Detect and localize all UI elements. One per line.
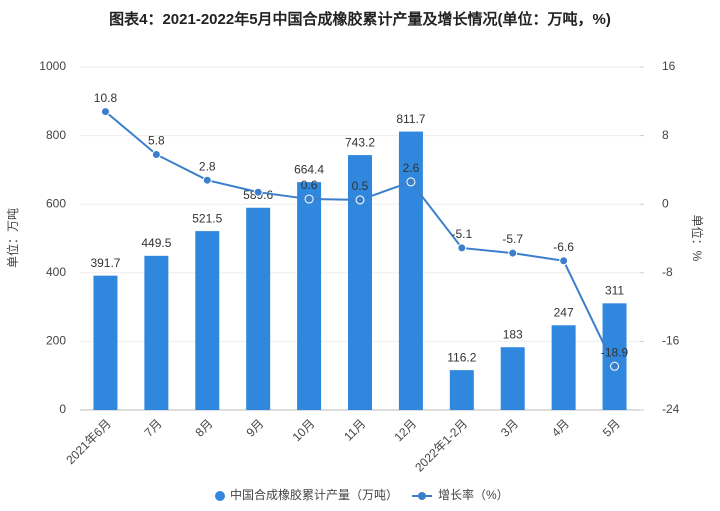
x-tick-label: 8月	[193, 416, 216, 439]
bar	[348, 155, 372, 410]
bar	[602, 303, 627, 410]
line-point	[151, 149, 161, 159]
y-tick-label: 400	[46, 265, 66, 279]
bar-value-label: 664.4	[294, 162, 324, 176]
line-value-label: 2.6	[403, 161, 420, 175]
line-point	[559, 256, 569, 266]
x-tick-label: 12月	[391, 416, 419, 444]
legend-marker	[215, 491, 225, 501]
line-point	[406, 177, 416, 187]
line-value-label: -18.9	[601, 345, 629, 359]
bar	[144, 255, 169, 410]
line-point	[202, 175, 212, 185]
line-value-label: -5.7	[502, 232, 523, 246]
bar-value-label: 183	[503, 327, 523, 341]
legend-marker	[418, 492, 426, 500]
bar	[449, 370, 474, 410]
y-tick-label: 1000	[39, 59, 66, 73]
line-value-label: 5.8	[148, 134, 165, 148]
x-tick-label: 2021年6月	[63, 416, 113, 466]
x-tick-label: 7月	[142, 416, 165, 439]
y2-tick-label: -24	[662, 402, 680, 416]
line-point	[304, 194, 314, 204]
y-tick-label: 0	[59, 402, 66, 416]
bar-value-label: 449.5	[141, 236, 171, 250]
line-value-label: 0.5	[352, 179, 369, 193]
chart-title: 图表4：2021-2022年5月中国合成橡胶累计产量及增长情况(单位：万吨，%)	[109, 10, 611, 28]
y-tick-label: 600	[46, 196, 66, 210]
x-tick-label: 10月	[290, 416, 318, 444]
y-tick-label: 200	[46, 334, 66, 348]
line-value-label: 0.6	[301, 178, 318, 192]
line-point	[457, 243, 467, 253]
x-tick-label: 11月	[341, 416, 368, 443]
y-tick-label: 800	[46, 128, 66, 142]
line-value-label: -5.1	[451, 227, 472, 241]
y2-tick-label: 0	[662, 196, 669, 210]
legend-label: 中国合成橡胶累计产量（万吨）	[230, 487, 398, 502]
x-tick-label: 4月	[549, 416, 572, 439]
y2-tick-label: 8	[662, 128, 669, 142]
line-point	[508, 248, 518, 258]
y2-tick-label: -16	[662, 334, 680, 348]
bar	[195, 231, 220, 410]
bar-value-label: 521.5	[192, 211, 222, 225]
bar	[297, 182, 322, 410]
bar-value-label: 311	[605, 283, 624, 297]
bar	[551, 325, 576, 410]
line-point	[355, 195, 365, 205]
x-tick-label: 9月	[243, 416, 266, 439]
y2-tick-label: 16	[662, 59, 676, 73]
legend-label: 增长率（%）	[438, 487, 509, 502]
line-value-label: -6.6	[553, 240, 574, 254]
line-point	[100, 107, 110, 117]
x-tick-label: 5月	[600, 416, 623, 439]
line-value-label: 10.8	[94, 91, 118, 105]
bar-value-label: 391.7	[90, 256, 120, 270]
x-tick-label: 3月	[498, 416, 521, 439]
bar	[500, 347, 525, 410]
line-point	[253, 187, 263, 197]
bar-value-label: 811.7	[396, 112, 425, 126]
line-point	[610, 361, 620, 371]
bar-value-label: 116.2	[447, 350, 476, 364]
y-axis-label: 单位：万吨	[5, 208, 20, 268]
bar-value-label: 247	[554, 305, 574, 319]
bar	[93, 275, 118, 410]
y2-tick-label: -8	[662, 265, 673, 279]
bar	[246, 207, 271, 410]
bar-value-label: 743.2	[345, 135, 375, 149]
line-value-label: 2.8	[199, 159, 216, 173]
x-tick-label: 2022年1-2月	[412, 416, 470, 474]
y2-axis-label: 单位：%	[690, 215, 705, 262]
